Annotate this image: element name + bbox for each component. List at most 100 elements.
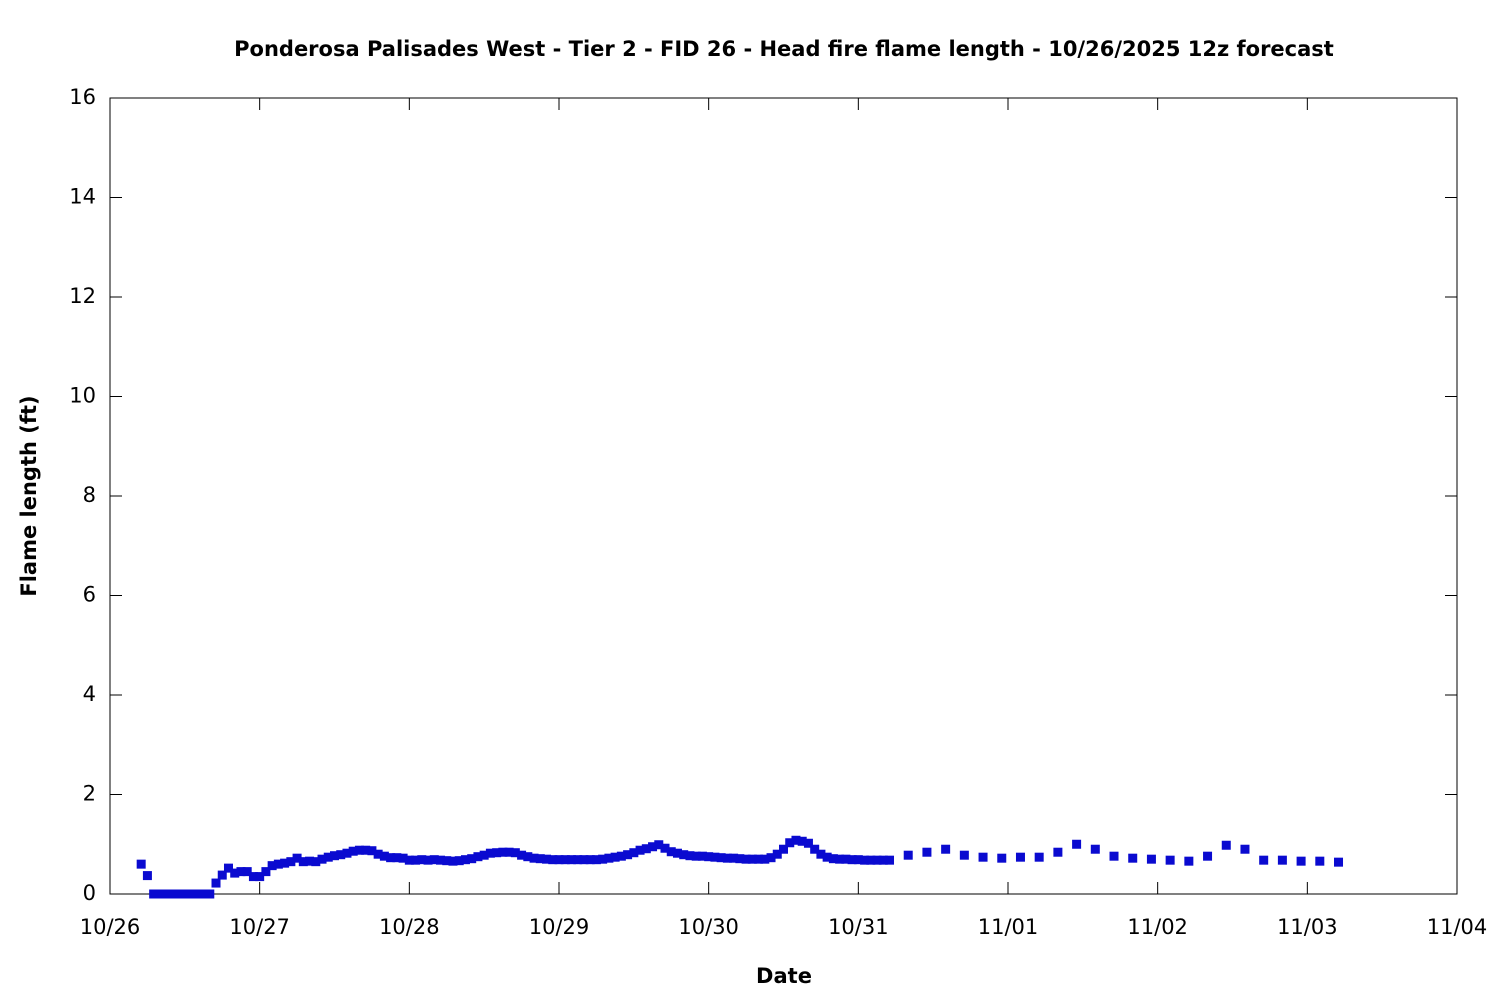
data-point xyxy=(223,863,233,873)
data-point xyxy=(1146,854,1156,864)
x-tick-label: 11/01 xyxy=(978,915,1039,939)
data-point xyxy=(348,846,358,856)
data-point xyxy=(997,853,1007,863)
data-point xyxy=(542,854,552,864)
data-point xyxy=(429,855,439,865)
y-tick-label: 2 xyxy=(83,782,96,806)
data-point xyxy=(716,853,726,863)
data-point xyxy=(772,849,782,859)
data-point xyxy=(785,838,795,848)
data-point xyxy=(922,847,932,857)
data-point xyxy=(186,889,196,899)
data-point xyxy=(498,847,508,857)
data-point xyxy=(573,855,583,865)
data-point xyxy=(610,852,620,862)
chart-title: Ponderosa Palisades West - Tier 2 - FID … xyxy=(234,37,1334,61)
data-point xyxy=(454,856,464,866)
data-point xyxy=(261,867,271,877)
data-point xyxy=(199,889,209,899)
x-tick-label: 10/31 xyxy=(828,915,889,939)
data-point xyxy=(679,850,689,860)
data-point xyxy=(267,861,277,871)
data-point xyxy=(1034,852,1044,862)
data-point xyxy=(585,855,595,865)
data-point xyxy=(803,838,813,848)
data-point xyxy=(361,845,371,855)
data-point xyxy=(635,845,645,855)
data-point xyxy=(847,855,857,865)
data-point xyxy=(604,853,614,863)
data-point xyxy=(255,872,265,882)
y-tick-label: 14 xyxy=(69,185,96,209)
data-point xyxy=(174,889,184,899)
data-point xyxy=(566,855,576,865)
y-axis-label: Flame length (ft) xyxy=(17,395,41,596)
data-point xyxy=(510,848,520,858)
data-point xyxy=(760,854,770,864)
data-point xyxy=(598,854,608,864)
data-point xyxy=(866,855,876,865)
data-point xyxy=(211,878,221,888)
data-point xyxy=(1184,856,1194,866)
data-point xyxy=(735,854,745,864)
data-point xyxy=(529,853,539,863)
data-point xyxy=(791,835,801,845)
data-point xyxy=(442,856,452,866)
data-point xyxy=(230,868,240,878)
data-point xyxy=(149,889,159,899)
data-point xyxy=(280,858,290,868)
data-point xyxy=(1109,851,1119,861)
data-point xyxy=(330,851,339,861)
data-point xyxy=(167,889,177,899)
data-point xyxy=(485,848,495,858)
data-point xyxy=(217,870,227,880)
data-point xyxy=(697,851,707,861)
data-point xyxy=(1165,855,1175,865)
y-tick-label: 16 xyxy=(69,85,96,109)
x-tick-label: 10/27 xyxy=(229,915,290,939)
data-point xyxy=(386,853,396,863)
data-point xyxy=(417,855,427,865)
data-point xyxy=(367,846,377,856)
data-point xyxy=(779,844,788,854)
data-point xyxy=(860,855,870,865)
x-tick-label: 10/28 xyxy=(379,915,440,939)
data-point xyxy=(136,859,146,869)
x-tick-label: 10/30 xyxy=(678,915,739,939)
data-point xyxy=(623,850,633,860)
data-point xyxy=(286,857,296,867)
data-point xyxy=(467,854,477,864)
data-point xyxy=(535,854,545,864)
data-point xyxy=(205,889,215,899)
data-point xyxy=(660,843,670,853)
data-point xyxy=(579,855,589,865)
data-point xyxy=(1315,856,1325,866)
x-tick-label: 11/04 xyxy=(1427,915,1488,939)
data-point xyxy=(192,889,202,899)
data-point xyxy=(273,859,283,869)
data-point xyxy=(654,840,664,850)
y-tick-label: 4 xyxy=(83,682,96,706)
data-point xyxy=(236,867,246,877)
data-point xyxy=(810,844,820,854)
data-point xyxy=(1277,855,1287,865)
data-point xyxy=(648,842,658,852)
data-point xyxy=(704,852,714,862)
data-point xyxy=(1053,847,1063,857)
data-point xyxy=(436,855,446,865)
x-axis-label: Date xyxy=(756,964,812,988)
data-point xyxy=(672,848,682,858)
data-point xyxy=(1072,839,1082,849)
data-point xyxy=(1296,856,1306,866)
data-point xyxy=(885,855,895,865)
data-point xyxy=(853,855,863,865)
data-point xyxy=(1259,855,1269,865)
data-point xyxy=(248,872,258,882)
data-point xyxy=(1240,844,1250,854)
data-point xyxy=(292,853,302,863)
y-tick-label: 8 xyxy=(83,483,96,507)
data-point xyxy=(878,855,888,865)
data-point xyxy=(548,855,558,865)
data-point xyxy=(766,853,776,863)
